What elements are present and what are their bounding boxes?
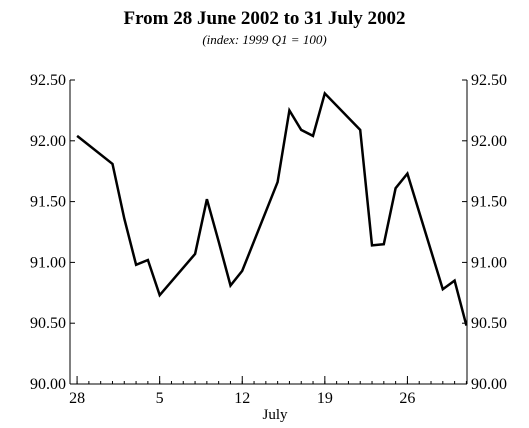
chart-title: From 28 June 2002 to 31 July 2002 [123,8,406,29]
y-tick-label-left: 90.00 [30,376,66,393]
x-tick-label: 5 [156,390,164,407]
y-tick-label-right: 90.50 [471,315,507,332]
x-tick-label: 19 [317,390,333,407]
y-tick-label-left: 91.00 [30,254,66,271]
series-line [76,90,468,326]
x-tick-label: 12 [234,390,250,407]
y-tick-label-right: 92.00 [471,133,507,150]
y-tick-label-right: 92.50 [471,72,507,89]
y-tick-label-right: 90.00 [471,376,507,393]
y-tick-label-left: 92.00 [30,133,66,150]
y-tick-label-right: 91.50 [471,194,507,211]
chart-subtitle: (index: 1999 Q1 = 100) [202,32,327,47]
tick-labels: 90.00 90.00 90.50 90.50 91.00 91.00 91.50 91.50… [30,72,507,407]
x-axis-label: July [262,407,288,423]
axes-frame [69,80,468,385]
y-tick-label-left: 91.50 [30,194,66,211]
y-tick-label-left: 90.50 [30,315,66,332]
y-tick-label-left: 92.50 [30,72,66,89]
x-tick-label: 26 [399,390,415,407]
y-tick-label-right: 91.00 [471,254,507,271]
series-layer [76,90,468,326]
axis-ticks [70,79,467,385]
x-tick-label: 28 [69,390,85,407]
